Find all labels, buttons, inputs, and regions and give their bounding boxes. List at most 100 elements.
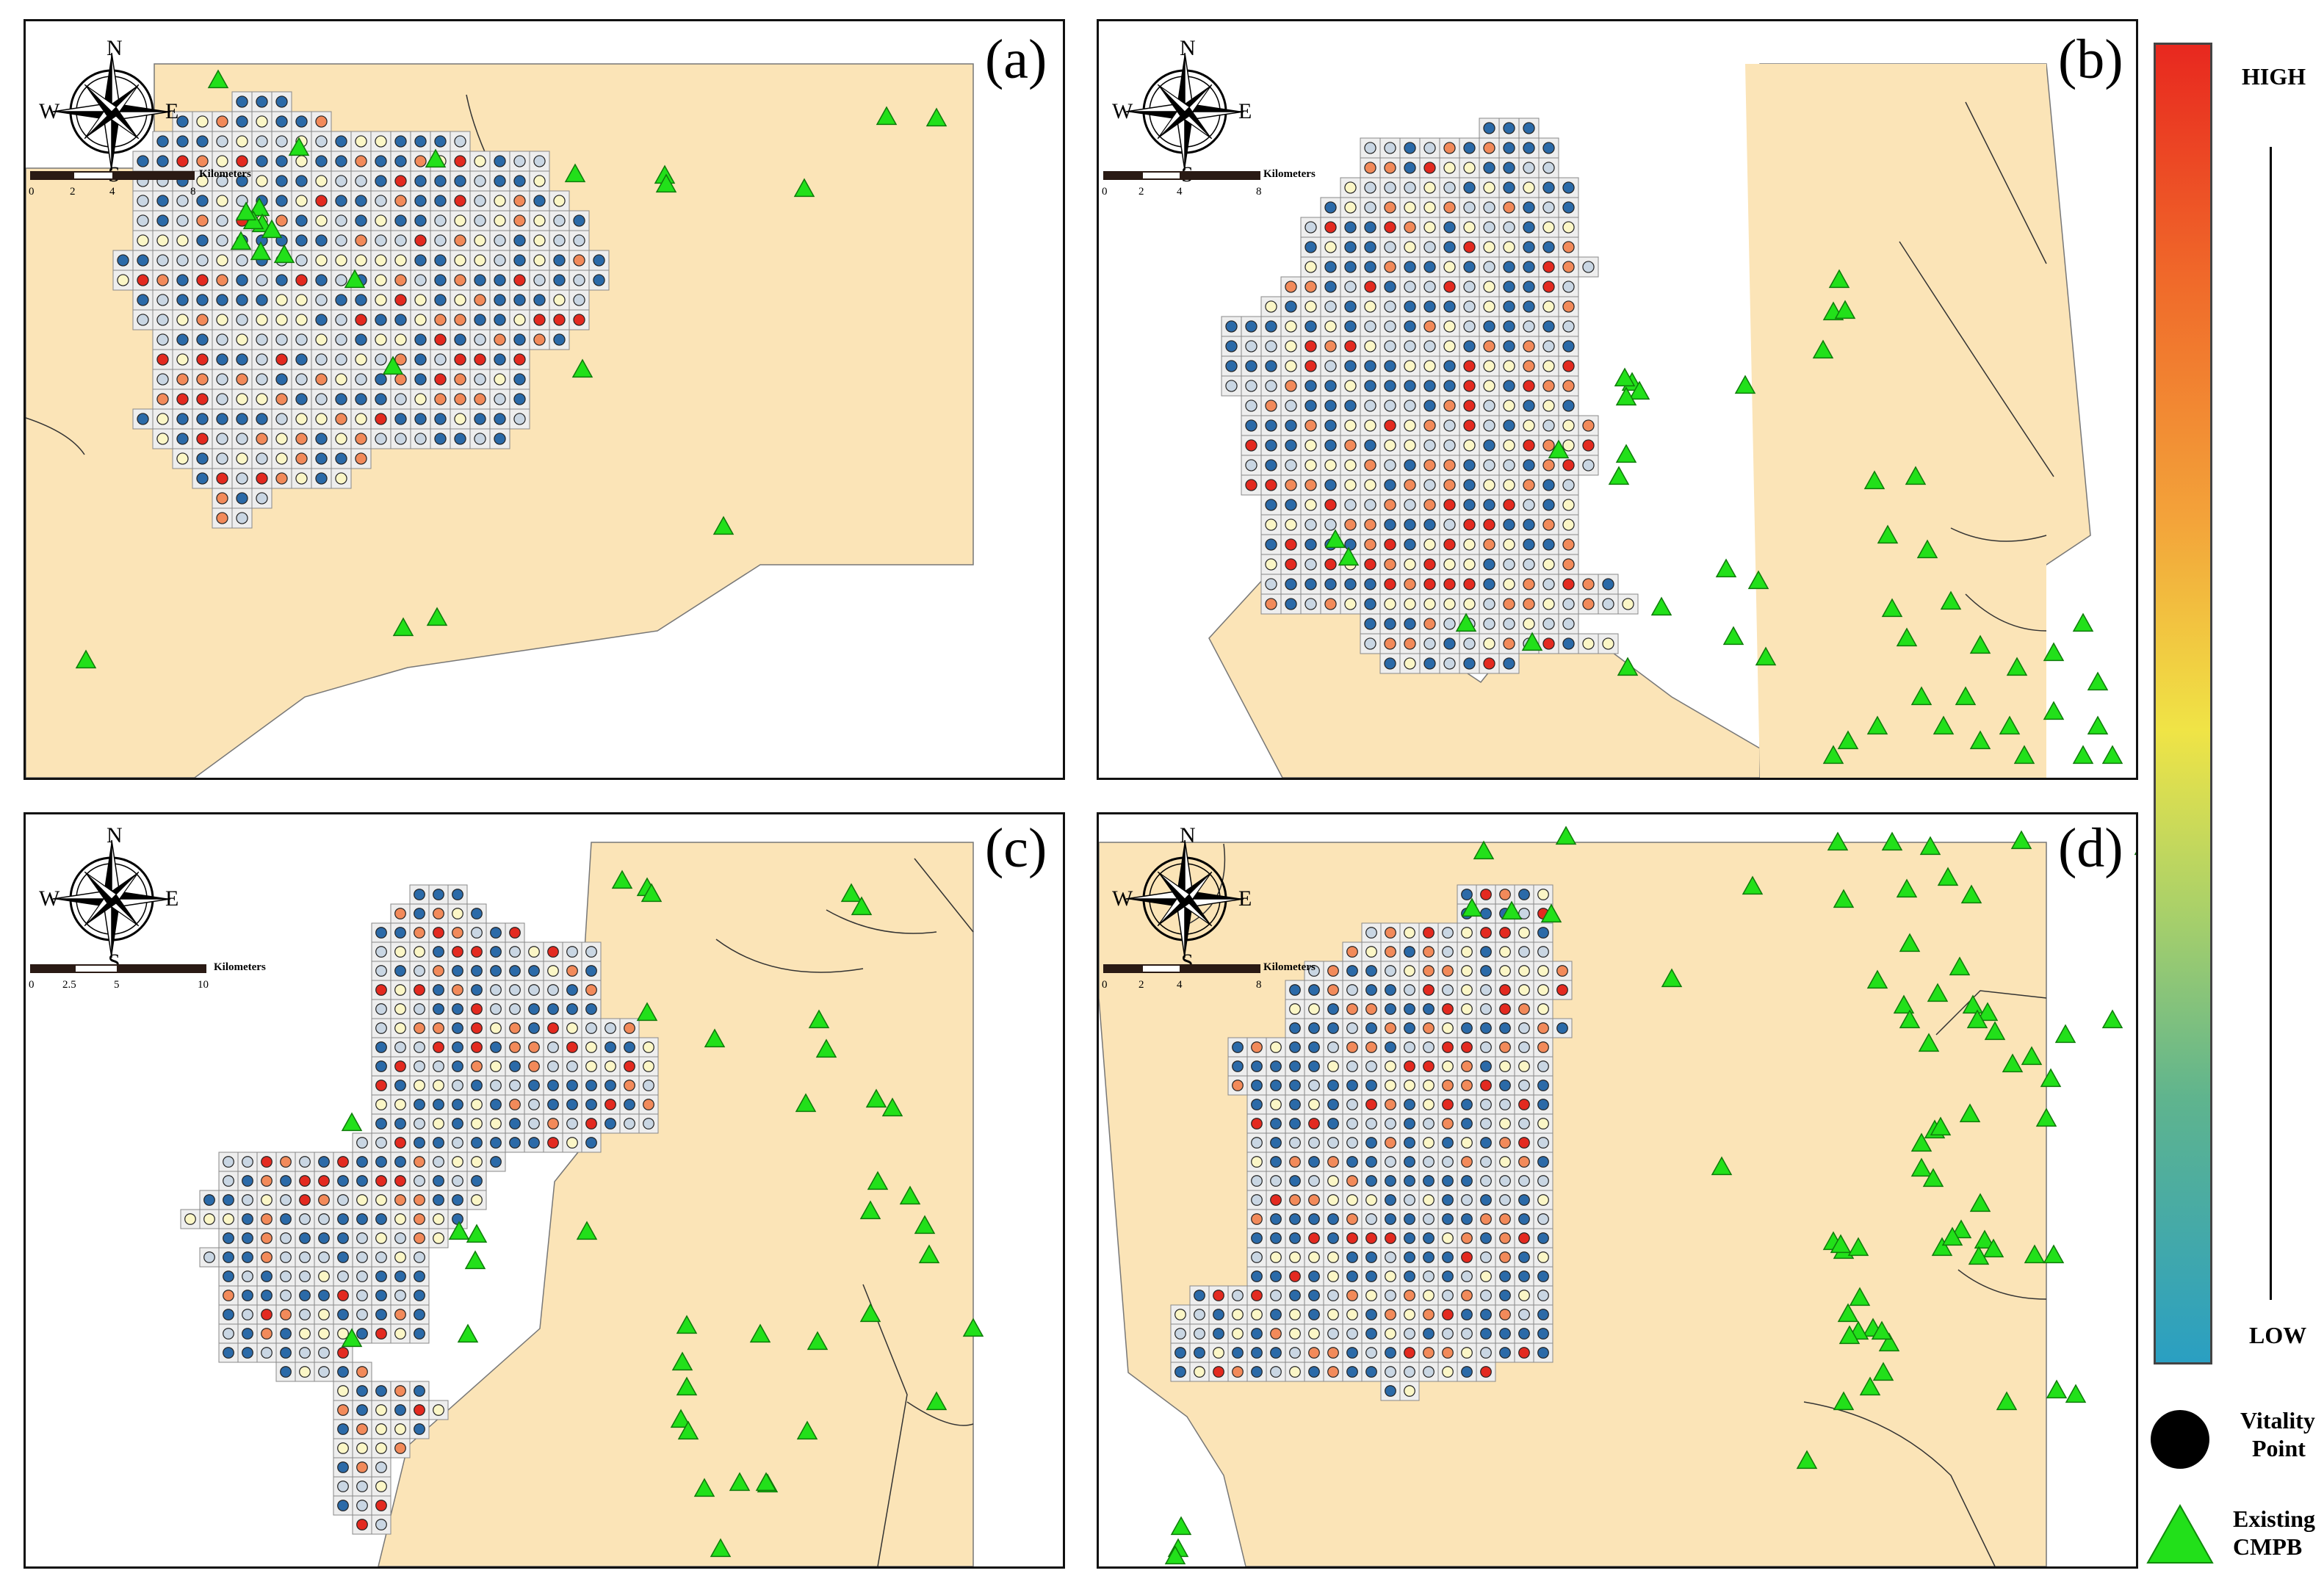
vitality-grid — [1221, 118, 1639, 674]
vitality-point — [1523, 618, 1535, 630]
vitality-point — [1443, 558, 1456, 571]
vitality-point — [454, 353, 466, 366]
vitality-point — [315, 433, 328, 445]
cmpb-marker — [1715, 558, 1737, 578]
vitality-point — [573, 314, 585, 326]
vitality-point — [1232, 1041, 1244, 1053]
cmpb-marker — [1324, 529, 1346, 549]
vitality-point — [471, 1118, 483, 1129]
vitality-point — [1270, 1328, 1282, 1340]
vitality-point — [566, 1060, 578, 1072]
vitality-point — [1537, 1003, 1549, 1015]
vitality-point — [624, 1099, 635, 1110]
vitality-point — [434, 314, 447, 326]
cmpb-marker — [425, 148, 447, 168]
vitality-point — [1480, 1347, 1492, 1359]
vitality-point — [1537, 1022, 1549, 1034]
vitality-point — [414, 373, 427, 386]
vitality-point — [1365, 965, 1377, 977]
vitality-point — [528, 1137, 540, 1149]
vitality-point — [315, 353, 328, 366]
vitality-point — [454, 294, 466, 306]
vitality-point — [1385, 1328, 1396, 1340]
compass-point — [112, 103, 170, 112]
vitality-point — [196, 274, 209, 286]
vitality-point — [236, 452, 248, 465]
vitality-point — [1245, 360, 1257, 372]
cmpb-marker — [1918, 1033, 1940, 1052]
vitality-point — [414, 234, 427, 247]
vitality-point — [1423, 1194, 1435, 1206]
vitality-point — [1365, 1118, 1377, 1129]
vitality-point — [375, 155, 387, 167]
vitality-point — [1270, 1194, 1282, 1206]
vitality-point — [1384, 241, 1396, 253]
grid-cell — [275, 1323, 296, 1344]
vitality-point — [1503, 558, 1515, 571]
vitality-point — [414, 175, 427, 187]
vitality-point — [1308, 1366, 1320, 1378]
vitality-point — [1463, 598, 1476, 610]
cmpb-marker — [2054, 1024, 2076, 1044]
vitality-point — [1461, 1175, 1473, 1187]
vitality-point — [1423, 281, 1436, 293]
vitality-point — [1480, 908, 1492, 919]
cmpb-marker — [914, 1215, 936, 1235]
vitality-point — [1364, 241, 1376, 253]
cmpb-marker — [859, 1303, 881, 1323]
vitality-point — [1327, 1041, 1339, 1053]
vitality-point — [1289, 1156, 1301, 1168]
vitality-point — [434, 274, 447, 286]
cmpb-marker — [464, 1250, 486, 1270]
vitality-point — [1423, 538, 1436, 551]
vitality-point — [1463, 281, 1476, 293]
vitality-point — [1265, 558, 1277, 571]
vitality-point — [156, 373, 169, 386]
vitality-point — [1251, 1270, 1263, 1282]
vitality-point — [566, 1022, 578, 1034]
vitality-point — [394, 1080, 406, 1091]
vitality-point — [1562, 439, 1575, 452]
vitality-point — [1537, 1251, 1549, 1263]
vitality-point — [1404, 1137, 1415, 1149]
vitality-point — [1542, 201, 1555, 214]
vitality-point — [454, 333, 466, 346]
vitality-point — [261, 1328, 273, 1340]
vitality-point — [196, 472, 209, 485]
vitality-point — [1346, 1041, 1358, 1053]
compass-point — [1158, 872, 1185, 904]
vitality-point — [1346, 1099, 1358, 1110]
vitality-point — [203, 1194, 215, 1206]
vitality-point — [1542, 142, 1555, 154]
vitality-point — [280, 1328, 292, 1340]
grid-cell — [1518, 118, 1540, 139]
vitality-point — [1304, 360, 1317, 372]
vitality-point — [1499, 1347, 1511, 1359]
vitality-point — [295, 214, 308, 227]
vitality-point — [414, 1385, 425, 1397]
vitality-point — [1265, 578, 1277, 590]
vitality-point — [1499, 1137, 1511, 1149]
cmpb-marker — [881, 1097, 903, 1117]
vitality-point — [1364, 360, 1376, 372]
vitality-point — [137, 413, 149, 425]
vitality-point — [547, 1099, 559, 1110]
vitality-point — [1562, 181, 1575, 194]
vitality-point — [414, 314, 427, 326]
vitality-point — [1443, 261, 1456, 273]
vitality-point — [196, 234, 209, 247]
cmpb-marker — [1628, 380, 1650, 400]
cmpb-marker — [1933, 715, 1955, 735]
panel-label-b: (b) — [2054, 32, 2128, 87]
vitality-point — [1327, 1194, 1339, 1206]
vitality-point — [1463, 320, 1476, 333]
vitality-point — [1404, 1175, 1415, 1187]
vitality-point — [216, 492, 228, 505]
vitality-point — [1518, 1099, 1530, 1110]
vitality-point — [1404, 538, 1416, 551]
vitality-point — [1308, 965, 1320, 977]
vitality-point — [223, 1232, 234, 1244]
vitality-point — [295, 333, 308, 346]
vitality-point — [1251, 1251, 1263, 1263]
cmpb-marker — [1747, 570, 1769, 590]
